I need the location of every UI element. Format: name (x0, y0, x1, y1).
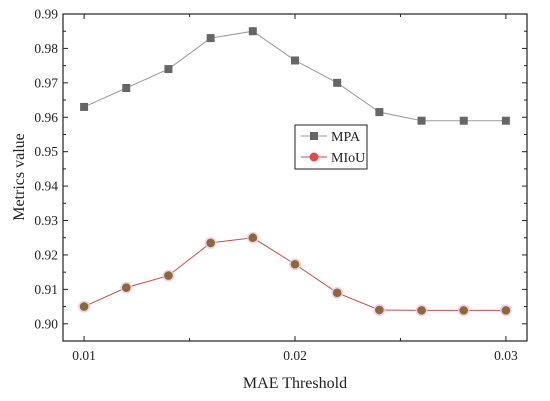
mpa-series-line (83, 30, 506, 122)
miou-point (459, 306, 469, 315)
mpa-point (122, 84, 131, 93)
series-markers (78, 27, 512, 317)
x-axis: 0.01 0.02 0.03 (72, 14, 518, 363)
miou-point (332, 288, 342, 298)
miou-series-line (83, 237, 506, 311)
y-tick-label: 0.90 (34, 316, 58, 331)
y-tick-label: 0.94 (34, 179, 58, 194)
mpa-point (80, 102, 89, 111)
legend-miou-marker (309, 152, 319, 162)
mpa-point (206, 34, 215, 43)
y-tick-label: 0.96 (34, 110, 58, 125)
y-tick-label: 0.92 (34, 247, 58, 262)
x-tick-label: 0.02 (283, 348, 307, 363)
miou-point (417, 306, 426, 315)
legend: MPA MIoU (294, 124, 368, 170)
y-axis: 0.90 0.91 0.92 0.93 0.94 0.95 0.96 0.97 0.98 0.99 (34, 7, 527, 342)
mpa-point (248, 27, 257, 36)
miou-point (206, 238, 215, 248)
y-tick-label: 0.93 (34, 213, 58, 228)
y-tick-label: 0.95 (34, 144, 58, 159)
y-tick-label: 0.97 (34, 75, 58, 90)
miou-point (79, 302, 89, 311)
legend-mpa-marker (310, 132, 318, 140)
mpa-point (375, 108, 384, 117)
miou-point (121, 283, 131, 292)
miou-point (501, 306, 511, 315)
y-axis-label: Metrics value (11, 133, 28, 221)
mpa-point (333, 78, 342, 87)
legend-box (294, 124, 368, 170)
x-axis-label: MAE Threshold (243, 375, 347, 392)
miou-point (375, 305, 384, 315)
miou-point (248, 233, 258, 243)
miou-point (164, 271, 173, 280)
legend-mpa-label: MPA (331, 130, 361, 145)
y-tick-label: 0.99 (34, 7, 58, 22)
x-tick-label: 0.03 (494, 348, 518, 363)
y-tick-label: 0.98 (34, 41, 58, 56)
x-tick-label: 0.01 (72, 348, 96, 363)
mpa-point (459, 116, 468, 125)
mpa-point (291, 56, 299, 65)
mpa-point (164, 65, 173, 74)
y-tick-label: 0.91 (34, 282, 58, 297)
mpa-point (417, 116, 426, 125)
mpa-point (501, 116, 510, 125)
legend-miou-label: MIoU (331, 151, 365, 166)
miou-point (290, 259, 300, 269)
